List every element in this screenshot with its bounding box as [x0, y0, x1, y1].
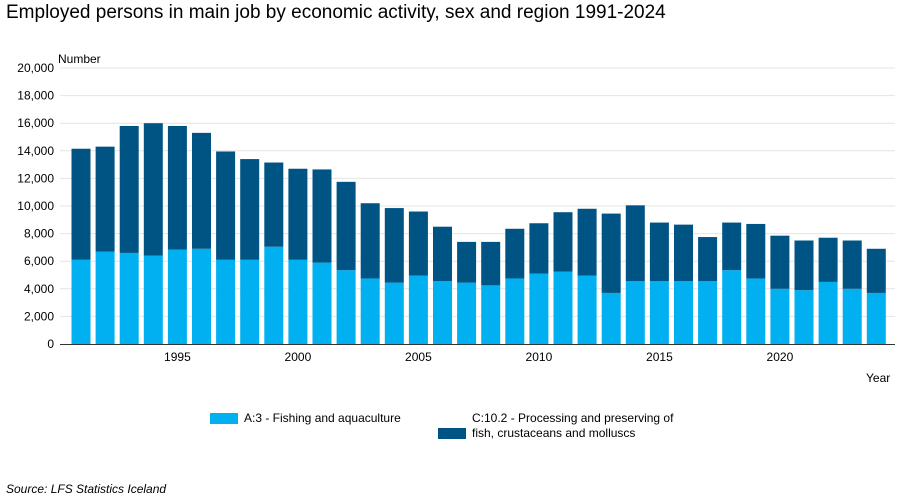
- bar-processing-2019: [746, 223, 766, 279]
- bar-fishing-2015: [649, 281, 669, 344]
- bar-fishing-2011: [553, 271, 573, 344]
- bar-fishing-2006: [433, 281, 452, 344]
- y-tick-label: 8,000: [24, 227, 54, 241]
- bar-fishing-1991: [71, 259, 91, 344]
- bar-fishing-2024: [866, 292, 886, 344]
- legend-swatch-fishing: [210, 413, 238, 424]
- y-tick-label: 10,000: [17, 199, 54, 213]
- bar-processing-1997: [216, 151, 236, 260]
- bar-fishing-2023: [842, 288, 862, 344]
- bar-fishing-2016: [674, 281, 693, 344]
- bar-processing-2018: [722, 222, 742, 271]
- bar-fishing-2019: [746, 278, 766, 344]
- bar-processing-2009: [505, 228, 525, 279]
- bar-processing-1994: [143, 123, 163, 256]
- bar-processing-2010: [529, 223, 549, 274]
- x-tick-label: 2010: [526, 350, 553, 364]
- x-tick-label: 2005: [405, 350, 432, 364]
- bar-processing-2015: [649, 222, 669, 282]
- bar-processing-2021: [794, 240, 814, 291]
- bar-fishing-2007: [457, 282, 477, 344]
- bar-fishing-2001: [312, 262, 332, 344]
- bar-fishing-2000: [288, 259, 308, 344]
- bar-fishing-2022: [818, 281, 838, 344]
- bar-fishing-1994: [143, 255, 163, 344]
- y-tick-label: 18,000: [17, 89, 54, 103]
- bar-processing-2022: [818, 237, 838, 282]
- bar-fishing-2005: [408, 275, 428, 344]
- bar-fishing-2012: [577, 275, 597, 344]
- bar-fishing-1995: [167, 249, 187, 344]
- bar-fishing-2020: [770, 288, 790, 344]
- bar-processing-1992: [95, 146, 115, 252]
- bar-processing-2024: [866, 248, 886, 293]
- bar-fishing-1992: [95, 251, 115, 344]
- bar-processing-1995: [167, 125, 187, 250]
- y-tick-label: 4,000: [24, 282, 54, 296]
- bar-fishing-2010: [529, 273, 549, 344]
- y-tick-label: 6,000: [24, 254, 54, 268]
- bar-processing-1998: [240, 159, 260, 260]
- bar-processing-2012: [577, 208, 597, 276]
- bar-fishing-1996: [192, 248, 211, 344]
- x-tick-label: 1995: [164, 350, 191, 364]
- x-tick-label: 2015: [646, 350, 673, 364]
- bar-fishing-2009: [505, 278, 525, 344]
- y-tick-label: 16,000: [17, 116, 54, 130]
- bar-processing-2003: [360, 203, 380, 279]
- chart-title: Employed persons in main job by economic…: [6, 2, 666, 23]
- bar-processing-1996: [192, 132, 211, 249]
- y-tick-label: 12,000: [17, 171, 54, 185]
- bar-processing-2014: [625, 205, 645, 282]
- bar-fishing-2008: [481, 285, 501, 344]
- bar-fishing-1998: [240, 259, 260, 344]
- bar-processing-2013: [601, 213, 621, 293]
- bar-processing-2004: [384, 208, 404, 283]
- bar-processing-2017: [698, 237, 718, 282]
- bar-processing-2002: [336, 181, 356, 271]
- y-tick-label: 20,000: [17, 61, 54, 75]
- legend-swatch-processing: [438, 428, 466, 439]
- legend-item-processing[interactable]: C:10.2 - Processing and preserving of fi…: [438, 411, 698, 441]
- y-axis-label: Number: [58, 52, 101, 66]
- bar-processing-2007: [457, 241, 477, 283]
- bar-processing-1999: [264, 162, 284, 247]
- bar-processing-1991: [71, 148, 91, 260]
- bar-processing-2001: [312, 169, 332, 263]
- x-axis-label: Year: [866, 371, 891, 385]
- y-tick-label: 14,000: [17, 144, 54, 158]
- bar-fishing-2013: [601, 292, 621, 344]
- bar-processing-2016: [674, 224, 693, 282]
- legend-label-fishing: A:3 - Fishing and aquaculture: [244, 411, 401, 425]
- bar-processing-1993: [119, 125, 139, 253]
- source-note: Source: LFS Statistics Iceland: [6, 482, 167, 496]
- x-tick-label: 2020: [767, 350, 794, 364]
- bar-fishing-2004: [384, 282, 404, 344]
- bar-fishing-1993: [119, 252, 139, 344]
- bar-processing-2008: [481, 241, 501, 286]
- bar-fishing-1999: [264, 246, 284, 344]
- bar-fishing-2017: [698, 281, 718, 344]
- bar-processing-2000: [288, 168, 308, 260]
- legend-item-fishing[interactable]: A:3 - Fishing and aquaculture: [210, 411, 401, 426]
- bar-processing-2005: [408, 211, 428, 276]
- legend-label-processing: C:10.2 - Processing and preserving of fi…: [472, 411, 674, 440]
- y-tick-label: 0: [47, 337, 54, 351]
- y-tick-label: 2,000: [24, 309, 54, 323]
- bar-fishing-2003: [360, 278, 380, 344]
- bar-fishing-2018: [722, 270, 742, 344]
- x-tick-label: 2000: [285, 350, 312, 364]
- bar-fishing-1997: [216, 259, 236, 344]
- bar-processing-2020: [770, 235, 790, 289]
- bar-fishing-2014: [625, 281, 645, 344]
- bar-fishing-2021: [794, 290, 814, 344]
- bar-processing-2006: [433, 226, 452, 282]
- bar-processing-2011: [553, 212, 573, 272]
- bar-fishing-2002: [336, 270, 356, 344]
- bar-processing-2023: [842, 240, 862, 289]
